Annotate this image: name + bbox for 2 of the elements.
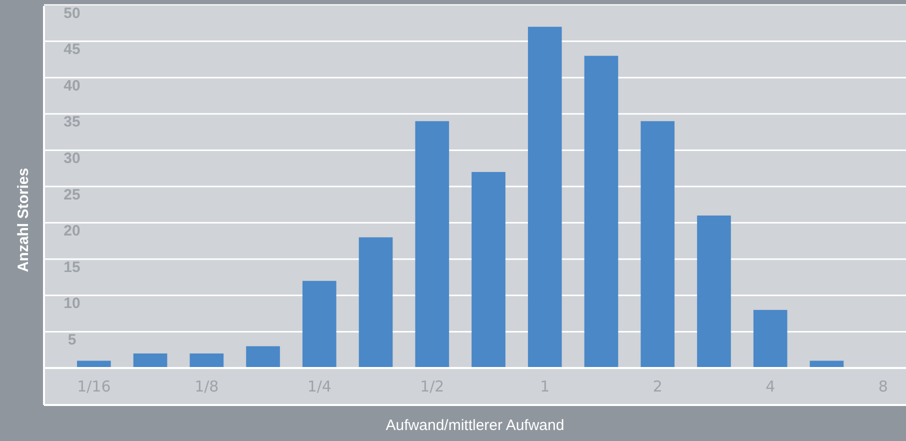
y-axis-title: Anzahl Stories bbox=[15, 168, 32, 272]
x-axis-title: Aufwand/mittlerer Aufwand bbox=[386, 417, 564, 434]
